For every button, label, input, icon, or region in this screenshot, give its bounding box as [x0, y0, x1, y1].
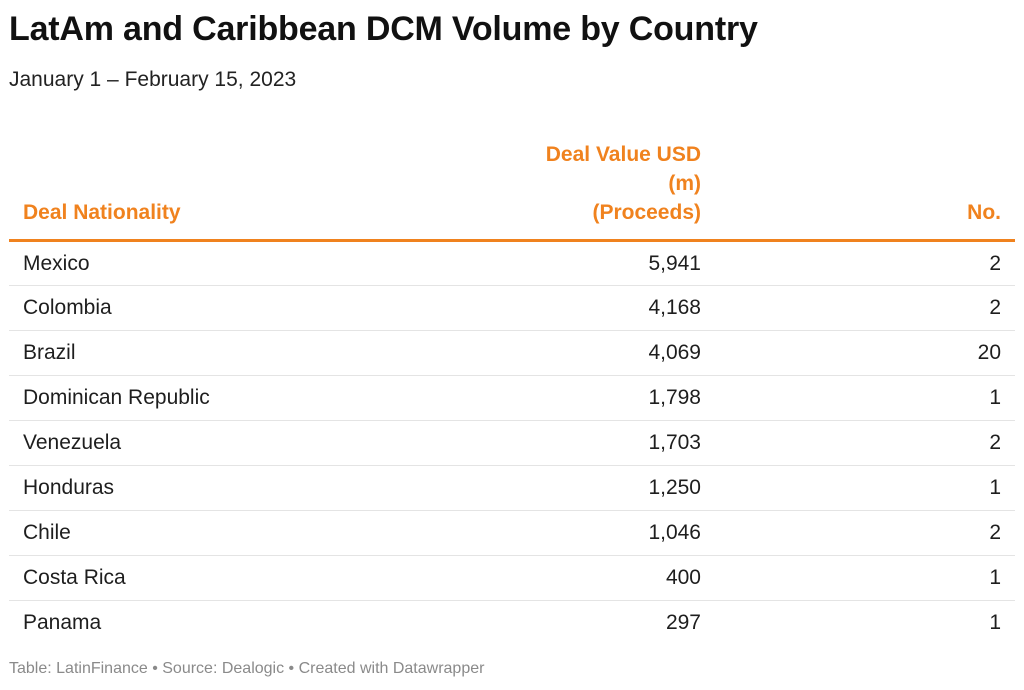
- cell-nationality: Brazil: [9, 330, 509, 376]
- cell-count: 20: [709, 330, 1015, 376]
- cell-nationality: Dominican Republic: [9, 375, 509, 421]
- cell-deal-value: 4,069: [509, 330, 709, 376]
- table-row: Costa Rica 400 1: [9, 555, 1015, 601]
- table-row: Chile 1,046 2: [9, 510, 1015, 556]
- cell-count: 2: [709, 420, 1015, 466]
- cell-deal-value: 4,168: [509, 285, 709, 331]
- table-header: Deal Nationality Deal Value USD (m) (Proc…: [9, 140, 1015, 242]
- cell-nationality: Mexico: [9, 240, 509, 286]
- cell-deal-value: 1,798: [509, 375, 709, 421]
- cell-nationality: Venezuela: [9, 420, 509, 466]
- cell-deal-value: 1,703: [509, 420, 709, 466]
- cell-count: 2: [709, 240, 1015, 286]
- cell-deal-value: 1,046: [509, 510, 709, 556]
- source-footer: Table: LatinFinance • Source: Dealogic •…: [9, 660, 485, 677]
- page-subtitle: January 1 – February 15, 2023: [9, 68, 297, 91]
- cell-count: 1: [709, 555, 1015, 601]
- column-header-count[interactable]: No.: [709, 140, 1015, 242]
- table-row: Brazil 4,069 20: [9, 330, 1015, 376]
- column-header-deal-nationality[interactable]: Deal Nationality: [9, 140, 509, 242]
- table-row: Mexico 5,941 2: [9, 240, 1015, 286]
- table-row: Panama 297 1: [9, 601, 1015, 646]
- table-body: Mexico 5,941 2 Colombia 4,168 2 Brazil 4…: [9, 240, 1015, 646]
- cell-nationality: Costa Rica: [9, 555, 509, 601]
- cell-nationality: Colombia: [9, 285, 509, 331]
- table-row: Colombia 4,168 2: [9, 285, 1015, 331]
- cell-deal-value: 400: [509, 555, 709, 601]
- table-row: Venezuela 1,703 2: [9, 420, 1015, 466]
- cell-count: 2: [709, 285, 1015, 331]
- cell-nationality: Chile: [9, 510, 509, 556]
- header-row: Deal Nationality Deal Value USD (m) (Proc…: [9, 140, 1015, 242]
- table-row: Honduras 1,250 1: [9, 465, 1015, 511]
- cell-deal-value: 1,250: [509, 465, 709, 511]
- page-title: LatAm and Caribbean DCM Volume by Countr…: [9, 10, 758, 48]
- cell-count: 1: [709, 465, 1015, 511]
- cell-deal-value: 5,941: [509, 240, 709, 286]
- table-row: Dominican Republic 1,798 1: [9, 375, 1015, 421]
- cell-count: 2: [709, 510, 1015, 556]
- cell-count: 1: [709, 375, 1015, 421]
- column-header-deal-value-line2: (Proceeds): [592, 201, 701, 224]
- cell-count: 1: [989, 611, 1001, 635]
- column-header-deal-value-line1: Deal Value USD (m): [545, 143, 701, 195]
- data-table: Deal Nationality Deal Value USD (m) (Proc…: [9, 140, 1015, 646]
- cell-deal-value: 297: [665, 611, 701, 635]
- cell-nationality: Panama: [23, 611, 102, 635]
- cell-nationality: Honduras: [9, 465, 509, 511]
- column-header-deal-value[interactable]: Deal Value USD (m) (Proceeds): [509, 140, 709, 242]
